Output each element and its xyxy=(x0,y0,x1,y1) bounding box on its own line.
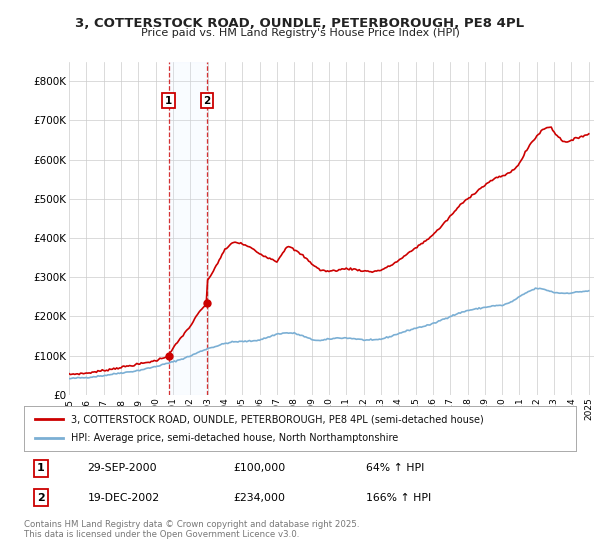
Text: 64% ↑ HPI: 64% ↑ HPI xyxy=(366,464,425,473)
Text: HPI: Average price, semi-detached house, North Northamptonshire: HPI: Average price, semi-detached house,… xyxy=(71,433,398,444)
Text: 3, COTTERSTOCK ROAD, OUNDLE, PETERBOROUGH, PE8 4PL (semi-detached house): 3, COTTERSTOCK ROAD, OUNDLE, PETERBOROUG… xyxy=(71,414,484,424)
Text: £100,000: £100,000 xyxy=(234,464,286,473)
Text: 1: 1 xyxy=(37,464,44,473)
Text: 2: 2 xyxy=(37,493,44,502)
Text: £234,000: £234,000 xyxy=(234,493,286,502)
Text: Price paid vs. HM Land Registry's House Price Index (HPI): Price paid vs. HM Land Registry's House … xyxy=(140,28,460,38)
Text: 166% ↑ HPI: 166% ↑ HPI xyxy=(366,493,431,502)
Text: 1: 1 xyxy=(165,96,172,106)
Bar xyxy=(169,62,207,395)
Text: 3, COTTERSTOCK ROAD, OUNDLE, PETERBOROUGH, PE8 4PL: 3, COTTERSTOCK ROAD, OUNDLE, PETERBOROUG… xyxy=(76,17,524,30)
Text: Contains HM Land Registry data © Crown copyright and database right 2025.
This d: Contains HM Land Registry data © Crown c… xyxy=(24,520,359,539)
Text: 2: 2 xyxy=(203,96,211,106)
Text: 19-DEC-2002: 19-DEC-2002 xyxy=(88,493,160,502)
Text: 29-SEP-2000: 29-SEP-2000 xyxy=(88,464,157,473)
